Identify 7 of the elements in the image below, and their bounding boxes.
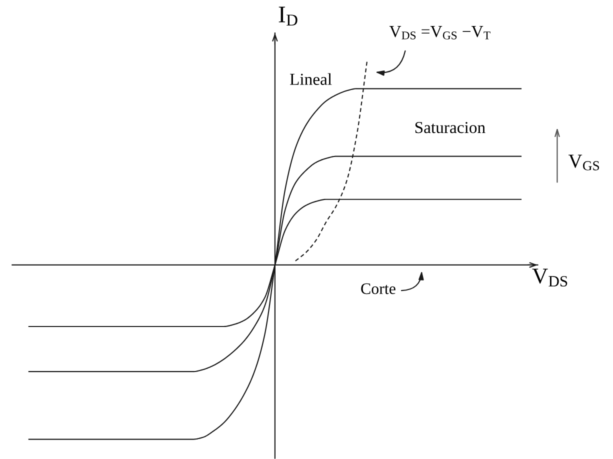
annotation: Corte	[361, 283, 396, 294]
text: V$_{DS}$ =V$_{GS}$ −V$_{T}$	[389, 26, 490, 40]
y-axis-title: I$_{D}$	[278, 6, 298, 26]
x-axis-title: V$_{DS}$	[532, 268, 568, 287]
text: V$_{GS}$	[568, 154, 600, 170]
annotation: Saturacion	[415, 122, 486, 134]
annotation: Lineal	[290, 73, 332, 85]
